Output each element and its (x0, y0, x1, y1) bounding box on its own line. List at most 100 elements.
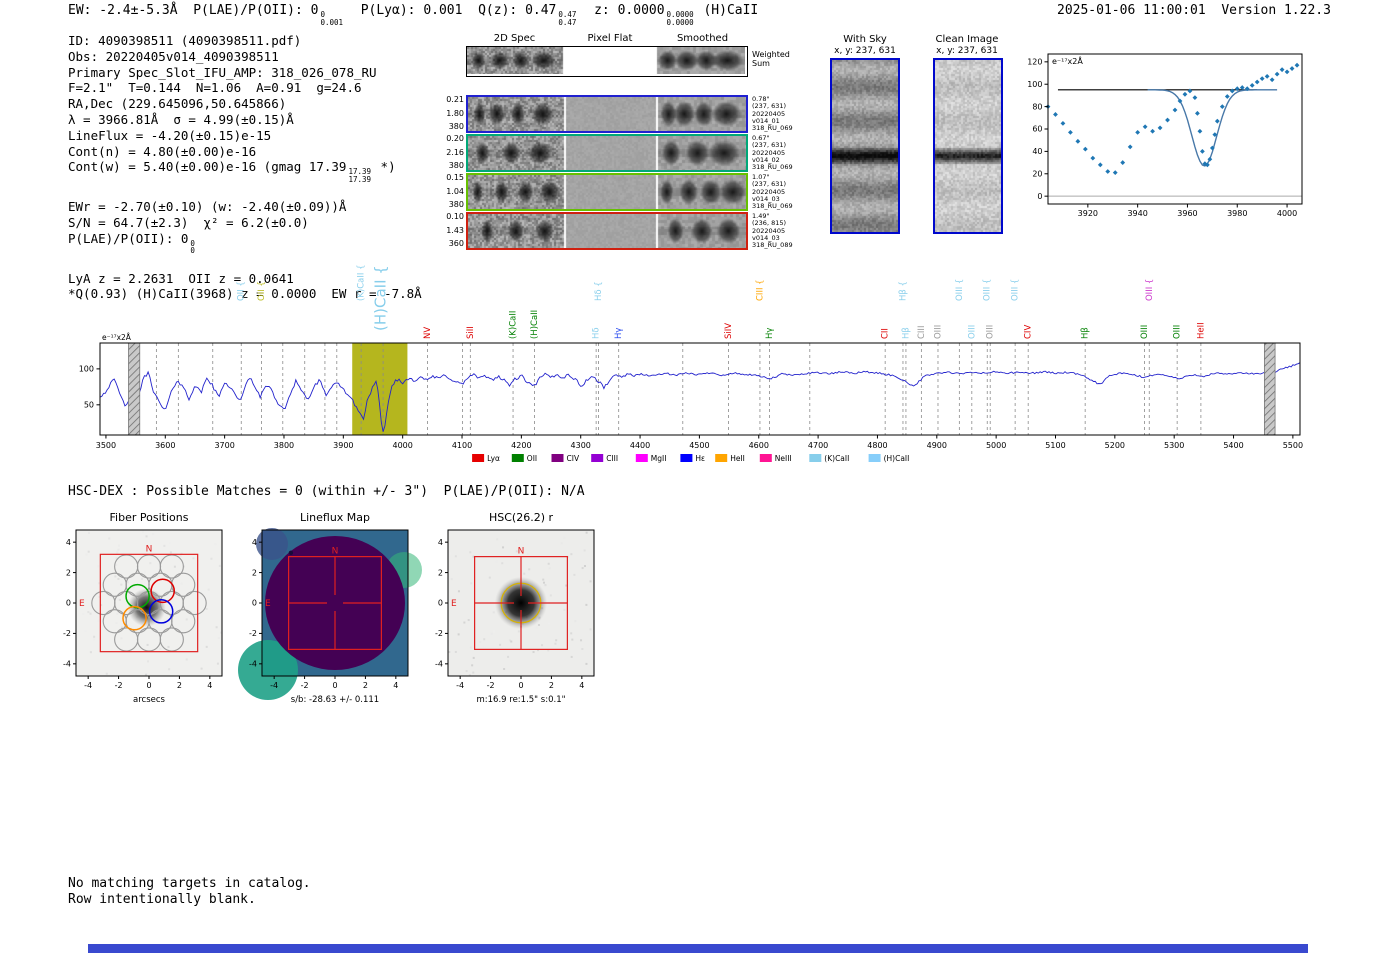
data-point (1053, 112, 1058, 117)
fiber-info-label: (237, 631) (752, 102, 787, 111)
data-point (1249, 82, 1255, 88)
line-marker-label: Hδ { (594, 281, 604, 301)
fiber-info-label: v014_03 (752, 194, 780, 203)
data-point (1142, 124, 1148, 130)
info-line-redshifts: LyA z = 2.2631 OII z = 0.0641 (68, 270, 294, 286)
data-point (1264, 73, 1270, 79)
info-block: ID: 4090398511 (4090398511.pdf) Obs: 202… (68, 33, 422, 302)
legend-swatch (680, 454, 693, 462)
line-marker-label: SiII (466, 326, 476, 339)
line-marker-label: SiIV (724, 323, 734, 339)
clean-image (935, 60, 1001, 232)
tick-label: 5400 (1223, 441, 1243, 450)
fiber-info-label: v014_02 (752, 155, 780, 164)
info-line-solution: *Q(0.93) (H)CaII(3968) z = 0.0000 EW r =… (68, 286, 422, 302)
tick-label: -2 (301, 681, 309, 690)
line-marker-label: (H)CaII { (372, 265, 390, 331)
withsky-image (832, 60, 898, 232)
data-point (1279, 67, 1285, 73)
line-marker-label: OIII (967, 325, 977, 339)
line-marker-label: NV (423, 327, 433, 339)
line-marker-label: OIII { (955, 279, 965, 301)
tick-label: 3800 (274, 441, 294, 450)
spec2d-row-left-labels: 0.10 1.43 360 (438, 212, 464, 248)
header-plae-sup: 0 (320, 10, 325, 19)
fiber-info-label: 1.49" (752, 212, 770, 220)
legend-label: Hε (695, 454, 705, 463)
data-point (1127, 144, 1133, 150)
y-axis-unit-label: e⁻¹⁷x2Å (1052, 55, 1083, 66)
tick-label: 4 (252, 538, 257, 547)
spec2d-row-right-labels: 0.67" (237, 631) 20220405 v014_02 318_RU_069 (752, 134, 802, 172)
line-marker-label: OIII (1140, 325, 1150, 339)
tick-label: 60 (1032, 125, 1042, 134)
legend-swatch (591, 454, 604, 462)
tick-label: 100 (1027, 80, 1042, 89)
tick-label: -4 (270, 681, 278, 690)
line-marker-label: HeII (1196, 322, 1206, 339)
amp-scale-label: 0.15 (446, 173, 464, 182)
lineflux-blob (265, 536, 405, 670)
info-line-lambda: λ = 3966.81Å σ = 4.99(±0.15)Å (68, 111, 294, 127)
line-marker-label: CIII (917, 326, 927, 339)
data-point (1259, 76, 1265, 82)
info-line-seeing: F=2.1" T=0.144 N=1.06 A=0.91 g=24.6 (68, 80, 362, 96)
line-fit-chart: 3920 3940 3960 3980 4000 0 20 40 60 80 100 120 e⁻¹⁷x… (1027, 53, 1303, 218)
fiber-info-label: 318_RU_069 (752, 163, 793, 172)
tick-label: 4 (393, 681, 398, 690)
footer-notes: No matching targets in catalog. Row inte… (68, 876, 311, 908)
spec2d-row (466, 212, 748, 250)
fiber-info-label: 20220405 (752, 109, 786, 118)
tick-label: 0 (252, 599, 257, 608)
info-line-lineflux: LineFlux = -4.20(±0.15)e-15 (68, 127, 272, 143)
masked-band (128, 342, 141, 436)
legend-label: (K)CaII (824, 454, 849, 463)
legend-label: CIII (606, 454, 618, 463)
data-point (1135, 129, 1141, 135)
tick-label: 3600 (155, 441, 175, 450)
tick-label: 120 (1027, 58, 1042, 67)
data-point (1097, 162, 1103, 168)
tick-label: 2 (438, 568, 443, 577)
spec2d-row-right-labels: 0.78" (237, 631) 20220405 v014_01 318_RU_069 (752, 95, 802, 132)
tick-label: -2 (487, 681, 495, 690)
gaussian-fit-line (1147, 89, 1278, 167)
data-point (1199, 148, 1205, 154)
data-point (1068, 129, 1073, 135)
tick-label: 20 (1032, 169, 1042, 178)
tick-label: 4400 (630, 441, 650, 450)
withsky-coords: x, y: 237, 631 (834, 46, 896, 56)
fiber-info-label: 0.67" (752, 134, 770, 142)
cutout-xlabel: arcsecs (133, 695, 166, 705)
tick-label: 3940 (1127, 209, 1147, 218)
data-point (1224, 94, 1230, 99)
line-marker-label: Hβ { (898, 281, 908, 301)
line-marker-label: OIII { (1145, 279, 1155, 301)
tick-label: 5200 (1105, 441, 1125, 450)
fiber-info-label: (237, 631) (752, 180, 787, 189)
tick-label: 5300 (1164, 441, 1184, 450)
data-point (1172, 107, 1178, 113)
data-point (1075, 138, 1081, 144)
header-z: z: 0.0000 (578, 3, 665, 18)
data-point (1157, 125, 1163, 131)
spec2d-row-right-labels: 1.49" (236, 815) 20220405 v014_03 318_RU_089 (752, 212, 802, 250)
legend-swatch (511, 454, 524, 462)
tick-label: 5100 (1045, 441, 1065, 450)
data-point (1212, 132, 1218, 137)
line-marker-label: OIII (1173, 325, 1183, 339)
line-marker-label: OII { (257, 281, 267, 301)
data-point (1284, 69, 1290, 75)
tick-label: 0 (146, 681, 151, 690)
amp-scale-label: 360 (448, 239, 464, 248)
spec2d-row-strip (468, 214, 746, 248)
fiber-info-label: 318_RU_069 (752, 202, 793, 211)
spec2d-row-right-labels: 1.07" (237, 631) 20220405 v014_03 318_RU_069 (752, 173, 802, 211)
header-timestamp: 2025-01-06 11:00:01 Version 1.22.3 (1057, 3, 1331, 18)
data-point (1234, 86, 1240, 92)
tick-label: 40 (1032, 147, 1042, 156)
tick-label: 4300 (571, 441, 591, 450)
fiber-info-label: 318_RU_089 (752, 241, 793, 250)
